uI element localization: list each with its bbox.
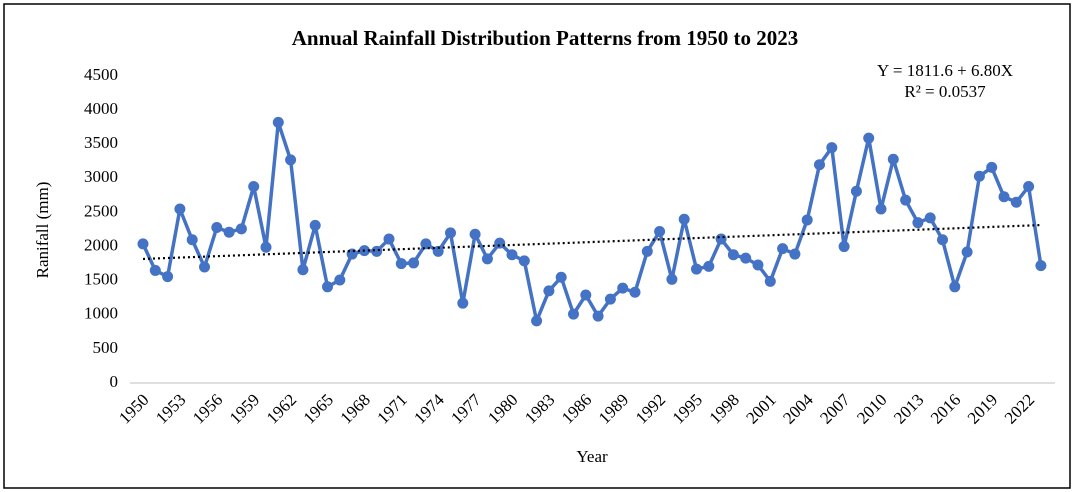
data-point xyxy=(727,249,739,261)
chart-title: Annual Rainfall Distribution Patterns fr… xyxy=(292,26,799,50)
data-point xyxy=(395,258,407,270)
data-point xyxy=(322,281,333,293)
data-point xyxy=(617,282,629,294)
x-axis-title: Year xyxy=(576,447,608,466)
y-tick-label: 2000 xyxy=(84,235,118,254)
data-point xyxy=(137,238,149,250)
data-point xyxy=(740,252,752,264)
data-point xyxy=(543,285,555,297)
data-point xyxy=(912,217,924,229)
data-point xyxy=(235,223,247,235)
data-point xyxy=(678,213,690,225)
data-point xyxy=(666,273,678,285)
data-point xyxy=(875,203,887,215)
y-tick-label: 3500 xyxy=(84,133,118,152)
data-point xyxy=(973,170,985,182)
data-point xyxy=(445,227,456,239)
data-point xyxy=(297,264,309,276)
data-point xyxy=(1023,181,1035,193)
data-point xyxy=(555,271,567,283)
data-point xyxy=(900,194,912,206)
data-point xyxy=(211,221,223,233)
data-point xyxy=(186,234,198,246)
data-point xyxy=(531,315,543,327)
data-point xyxy=(961,246,973,258)
data-point xyxy=(285,154,297,166)
y-axis-title: Ranifall (mm) xyxy=(33,182,52,279)
y-tick-label: 4500 xyxy=(84,65,118,84)
data-point xyxy=(937,234,948,246)
data-point xyxy=(457,297,469,309)
data-point xyxy=(149,264,161,276)
data-point xyxy=(334,274,346,286)
data-point xyxy=(924,212,936,224)
data-point xyxy=(592,310,604,322)
data-point xyxy=(408,257,420,269)
y-tick-label: 1000 xyxy=(84,304,118,323)
data-point xyxy=(199,261,210,273)
data-point xyxy=(789,248,801,260)
data-point xyxy=(432,245,444,257)
trend-equation: Y = 1811.6 + 6.80X xyxy=(877,61,1013,80)
data-point xyxy=(371,245,383,257)
data-line xyxy=(141,120,1043,323)
data-point xyxy=(309,219,321,231)
data-point xyxy=(494,237,506,249)
data-point xyxy=(580,289,592,301)
data-point xyxy=(469,228,481,240)
data-point xyxy=(383,233,395,245)
data-point xyxy=(629,286,641,298)
data-point xyxy=(604,293,616,305)
y-tick-label: 500 xyxy=(93,338,119,357)
data-point xyxy=(777,243,789,255)
data-point xyxy=(654,226,666,238)
data-point xyxy=(715,233,727,245)
data-point xyxy=(568,308,579,320)
data-point xyxy=(801,214,813,226)
y-tick-label: 4000 xyxy=(84,99,118,118)
data-point xyxy=(481,253,493,265)
trend-r2: R² = 0.0537 xyxy=(904,82,986,101)
data-point xyxy=(863,132,875,144)
y-tick-label: 1500 xyxy=(84,270,118,289)
data-point xyxy=(691,263,702,275)
data-point xyxy=(838,241,850,253)
data-point xyxy=(641,245,653,257)
data-point xyxy=(887,153,899,165)
data-point xyxy=(248,181,260,193)
data-point xyxy=(506,249,518,261)
data-point xyxy=(752,259,764,271)
data-point xyxy=(223,226,235,238)
data-point xyxy=(272,116,284,128)
data-point xyxy=(826,142,838,154)
y-tick-label: 0 xyxy=(110,372,119,391)
data-point xyxy=(260,241,272,253)
data-point xyxy=(162,271,174,283)
data-point xyxy=(518,255,530,267)
data-point xyxy=(1035,260,1047,272)
data-point xyxy=(420,238,432,250)
data-point xyxy=(986,161,998,173)
y-tick-label: 2500 xyxy=(84,201,118,220)
data-point xyxy=(998,191,1010,203)
data-point xyxy=(949,281,961,293)
data-point xyxy=(764,275,776,287)
data-point xyxy=(174,203,186,215)
data-point xyxy=(814,159,825,171)
y-tick-label: 3000 xyxy=(84,167,118,186)
data-point xyxy=(703,260,715,272)
data-point xyxy=(850,185,862,197)
chart-border xyxy=(3,3,1071,489)
data-point xyxy=(1010,196,1022,208)
